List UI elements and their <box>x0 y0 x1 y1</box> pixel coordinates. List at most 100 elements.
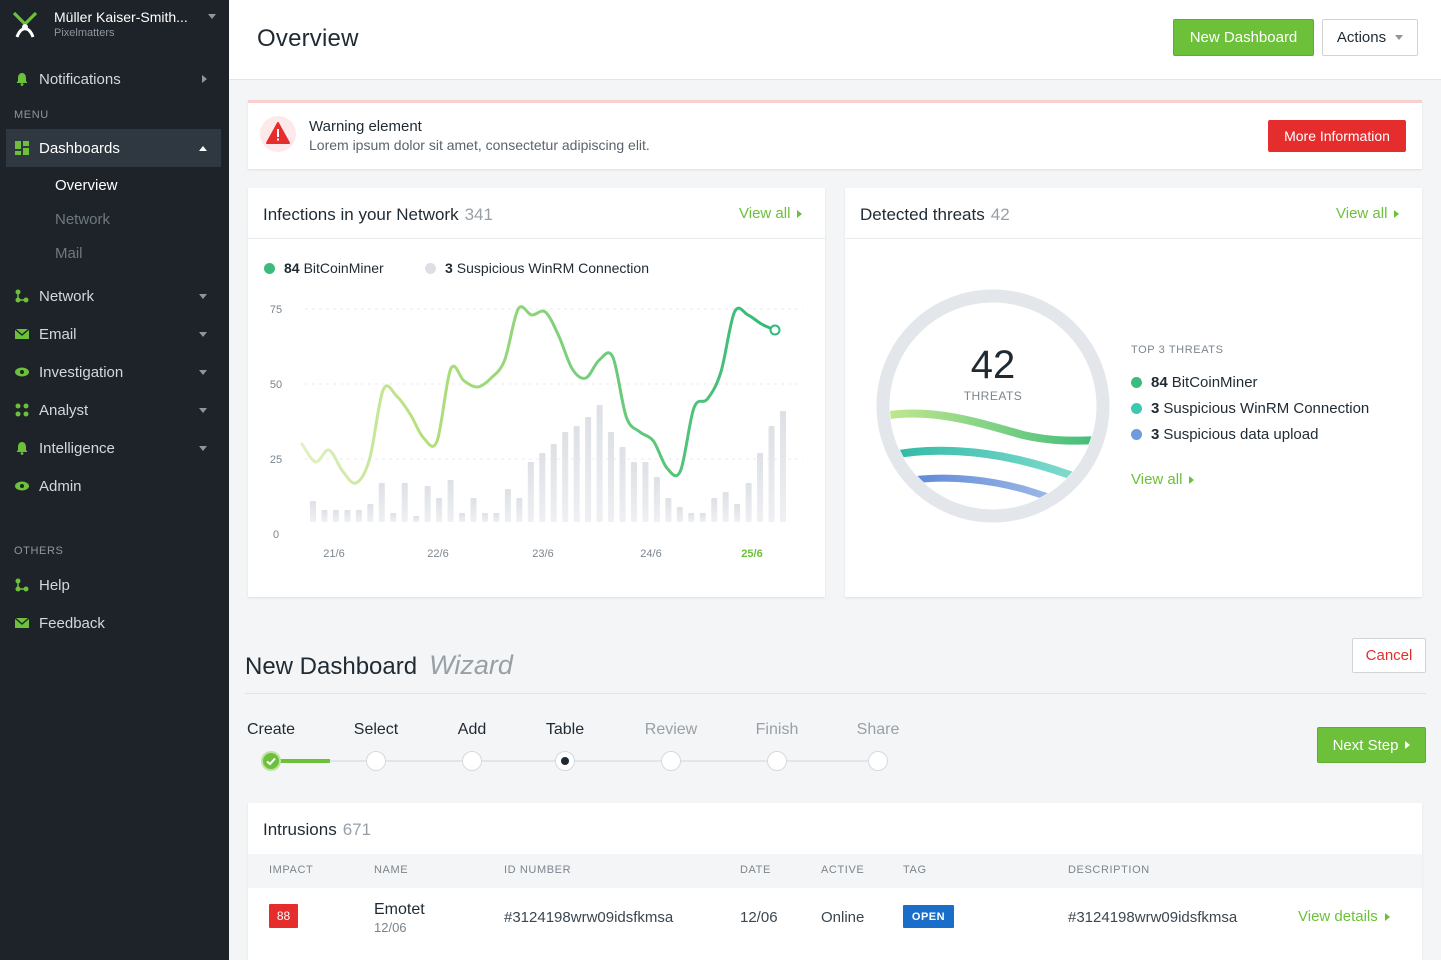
sidebar-item-intelligence[interactable]: Intelligence <box>6 429 221 467</box>
eye-icon <box>15 367 29 377</box>
chart-bar <box>768 426 775 522</box>
sidebar-item-label: Notifications <box>39 70 121 88</box>
chart-bar <box>676 507 683 522</box>
step-node-share[interactable] <box>868 751 888 771</box>
sidebar-item-investigation[interactable]: Investigation <box>6 353 221 391</box>
intrusions-count: 671 <box>342 820 372 839</box>
view-details-link[interactable]: View details <box>1298 908 1390 925</box>
infections-count: 341 <box>464 205 493 224</box>
chevron-down-icon <box>199 369 207 375</box>
step-label-add: Add <box>457 721 487 738</box>
col-header-active: ACTIVE <box>821 864 865 876</box>
check-icon <box>266 757 276 766</box>
top-bar: Overview New Dashboard Actions <box>229 0 1441 80</box>
page-title: Overview <box>257 25 359 52</box>
step-node-create[interactable] <box>261 751 281 771</box>
actions-button-label: Actions <box>1336 29 1387 46</box>
bell-icon <box>16 442 28 455</box>
legend-item-bitcoinminer: 84 BitCoinMiner <box>264 260 384 276</box>
chevron-right-icon <box>797 209 803 218</box>
sidebar-item-label: Email <box>39 325 77 343</box>
x-tick-label: 23/6 <box>532 548 553 560</box>
chart-bar <box>504 489 511 522</box>
chart-bar <box>355 510 362 522</box>
chevron-down-icon <box>208 14 216 19</box>
chevron-right-icon <box>1189 475 1195 484</box>
chart-bar <box>780 411 786 522</box>
step-node-review[interactable] <box>661 751 681 771</box>
step-node-finish[interactable] <box>767 751 787 771</box>
sidebar-subitem-mail[interactable]: Mail <box>55 245 83 262</box>
x-tick-label: 22/6 <box>427 548 448 560</box>
threats-inner-view-all-link[interactable]: View all <box>1131 471 1195 488</box>
row-id: #3124198wrw09idsfkmsa <box>504 909 674 926</box>
new-dashboard-button[interactable]: New Dashboard <box>1173 19 1314 56</box>
chart-end-point <box>769 324 781 336</box>
col-header-date: DATE <box>740 864 771 876</box>
more-information-button[interactable]: More Information <box>1268 120 1406 152</box>
sidebar-item-help[interactable]: Help <box>6 566 221 604</box>
legend-dot <box>264 262 275 274</box>
cancel-button[interactable]: Cancel <box>1352 638 1426 673</box>
threats-big-number: 42 <box>971 343 1016 387</box>
step-label-finish: Finish <box>755 721 799 738</box>
threats-view-all-link[interactable]: View all <box>1336 205 1400 222</box>
step-node-add[interactable] <box>462 751 482 771</box>
chart-bar <box>321 510 328 522</box>
status-badge: OPEN <box>903 905 954 928</box>
step-node-select[interactable] <box>366 751 386 771</box>
chart-bar <box>310 501 316 522</box>
infections-card: Infections in your Network 341 View all 8… <box>248 188 825 597</box>
sidebar-item-dashboards[interactable]: Dashboards <box>6 129 221 167</box>
menu-section-label: MENU <box>14 109 49 121</box>
sidebar-item-label: Help <box>39 576 70 594</box>
x-tick-label: 24/6 <box>640 548 661 560</box>
stepper-progress <box>271 759 330 763</box>
wizard-subtitle: Wizard <box>429 650 513 680</box>
actions-button[interactable]: Actions <box>1322 19 1418 56</box>
bell-icon <box>16 73 28 86</box>
threat-item: 3 Suspicious WinRM Connection <box>1131 400 1369 417</box>
chart-bar <box>516 498 523 522</box>
chart-bar <box>378 483 385 522</box>
infections-view-all-link[interactable]: View all <box>739 205 803 222</box>
y-tick-label: 75 <box>270 304 282 316</box>
chevron-right-icon <box>1405 741 1411 749</box>
infections-chart: 75 50 25 0 21/6 22/6 23/6 24/6 25/6 <box>270 304 803 560</box>
chart-bar <box>550 444 557 522</box>
step-label-table: Table <box>545 721 585 738</box>
table-header <box>248 854 1422 888</box>
infections-title-text: Infections in your Network <box>263 205 459 224</box>
sidebar-subitem-network[interactable]: Network <box>55 211 111 228</box>
sidebar-item-analyst[interactable]: Analyst <box>6 391 221 429</box>
threat-item: 3 Suspicious data upload <box>1131 426 1318 443</box>
sidebar-item-admin[interactable]: Admin <box>6 467 221 505</box>
y-tick-label: 50 <box>270 379 282 391</box>
next-step-label: Next Step <box>1332 736 1399 754</box>
grid-icon <box>15 141 29 155</box>
chevron-down-icon <box>199 293 207 299</box>
step-node-table[interactable] <box>555 751 575 771</box>
gauge-wave-2 <box>890 446 1087 483</box>
org-switcher[interactable]: Müller Kaiser-Smith... Pixelmatters <box>12 8 222 48</box>
chart-bar <box>539 453 546 522</box>
chart-bar <box>436 498 443 522</box>
sidebar-item-network[interactable]: Network <box>6 277 221 315</box>
chart-bar <box>459 513 466 522</box>
next-step-button[interactable]: Next Step <box>1317 727 1426 763</box>
wizard-title: New Dashboard Wizard <box>245 650 513 681</box>
sidebar-item-email[interactable]: Email <box>6 315 221 353</box>
sidebar-item-feedback[interactable]: Feedback <box>6 604 221 642</box>
chevron-down-icon <box>199 331 207 337</box>
sidebar-item-label: Network <box>39 287 95 305</box>
threat-dot <box>1131 403 1142 414</box>
mail-icon <box>15 617 29 628</box>
sidebar-subitem-overview[interactable]: Overview <box>55 177 118 194</box>
step-label-share: Share <box>856 721 900 738</box>
col-header-tag: TAG <box>903 864 927 876</box>
threat-dot <box>1131 429 1142 440</box>
chart-bar <box>413 516 420 522</box>
sidebar-item-notifications[interactable]: Notifications <box>6 60 221 98</box>
chart-bar <box>447 480 454 522</box>
sidebar-item-label: Investigation <box>39 363 124 381</box>
